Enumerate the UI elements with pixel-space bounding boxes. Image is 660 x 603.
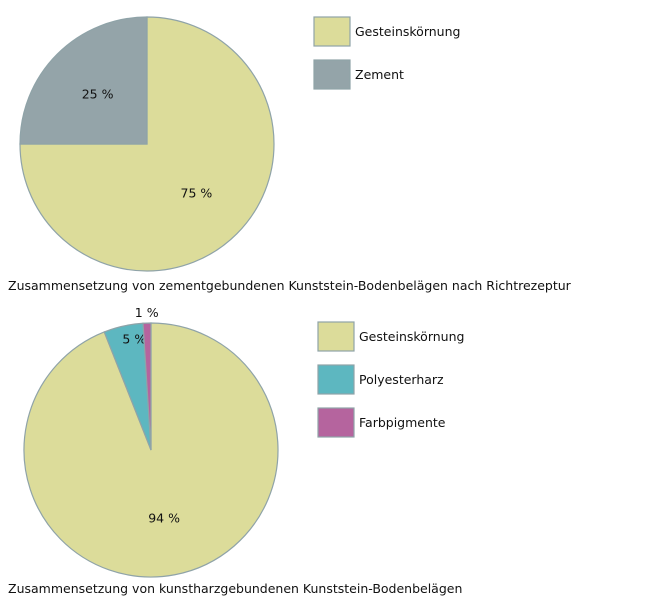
data-label: 94 % — [148, 511, 180, 526]
legend-label: Gesteinskörnung — [355, 24, 460, 39]
data-label: 75 % — [181, 185, 213, 200]
legend-swatch — [313, 16, 351, 47]
legend-swatch — [317, 321, 355, 352]
legend-label: Polyesterharz — [359, 372, 444, 387]
chart-2-caption: Zusammensetzung von kunstharzgebundenen … — [8, 581, 463, 596]
legend-swatch — [317, 407, 355, 438]
data-label: 5 % — [122, 332, 146, 347]
pie-slice — [19, 16, 148, 145]
data-label: 25 % — [82, 87, 114, 102]
pie-slice — [23, 322, 279, 578]
pie-slice — [19, 16, 275, 272]
pie-slice — [142, 322, 152, 451]
legend-label: Gesteinskörnung — [359, 329, 464, 344]
chart-1-caption: Zusammensetzung von zementgebundenen Kun… — [8, 278, 571, 293]
data-label: 1 % — [135, 305, 159, 320]
legend-swatch — [313, 59, 351, 90]
legend-swatch — [317, 364, 355, 395]
legend-label: Zement — [355, 67, 404, 82]
legend-label: Farbpigmente — [359, 415, 446, 430]
